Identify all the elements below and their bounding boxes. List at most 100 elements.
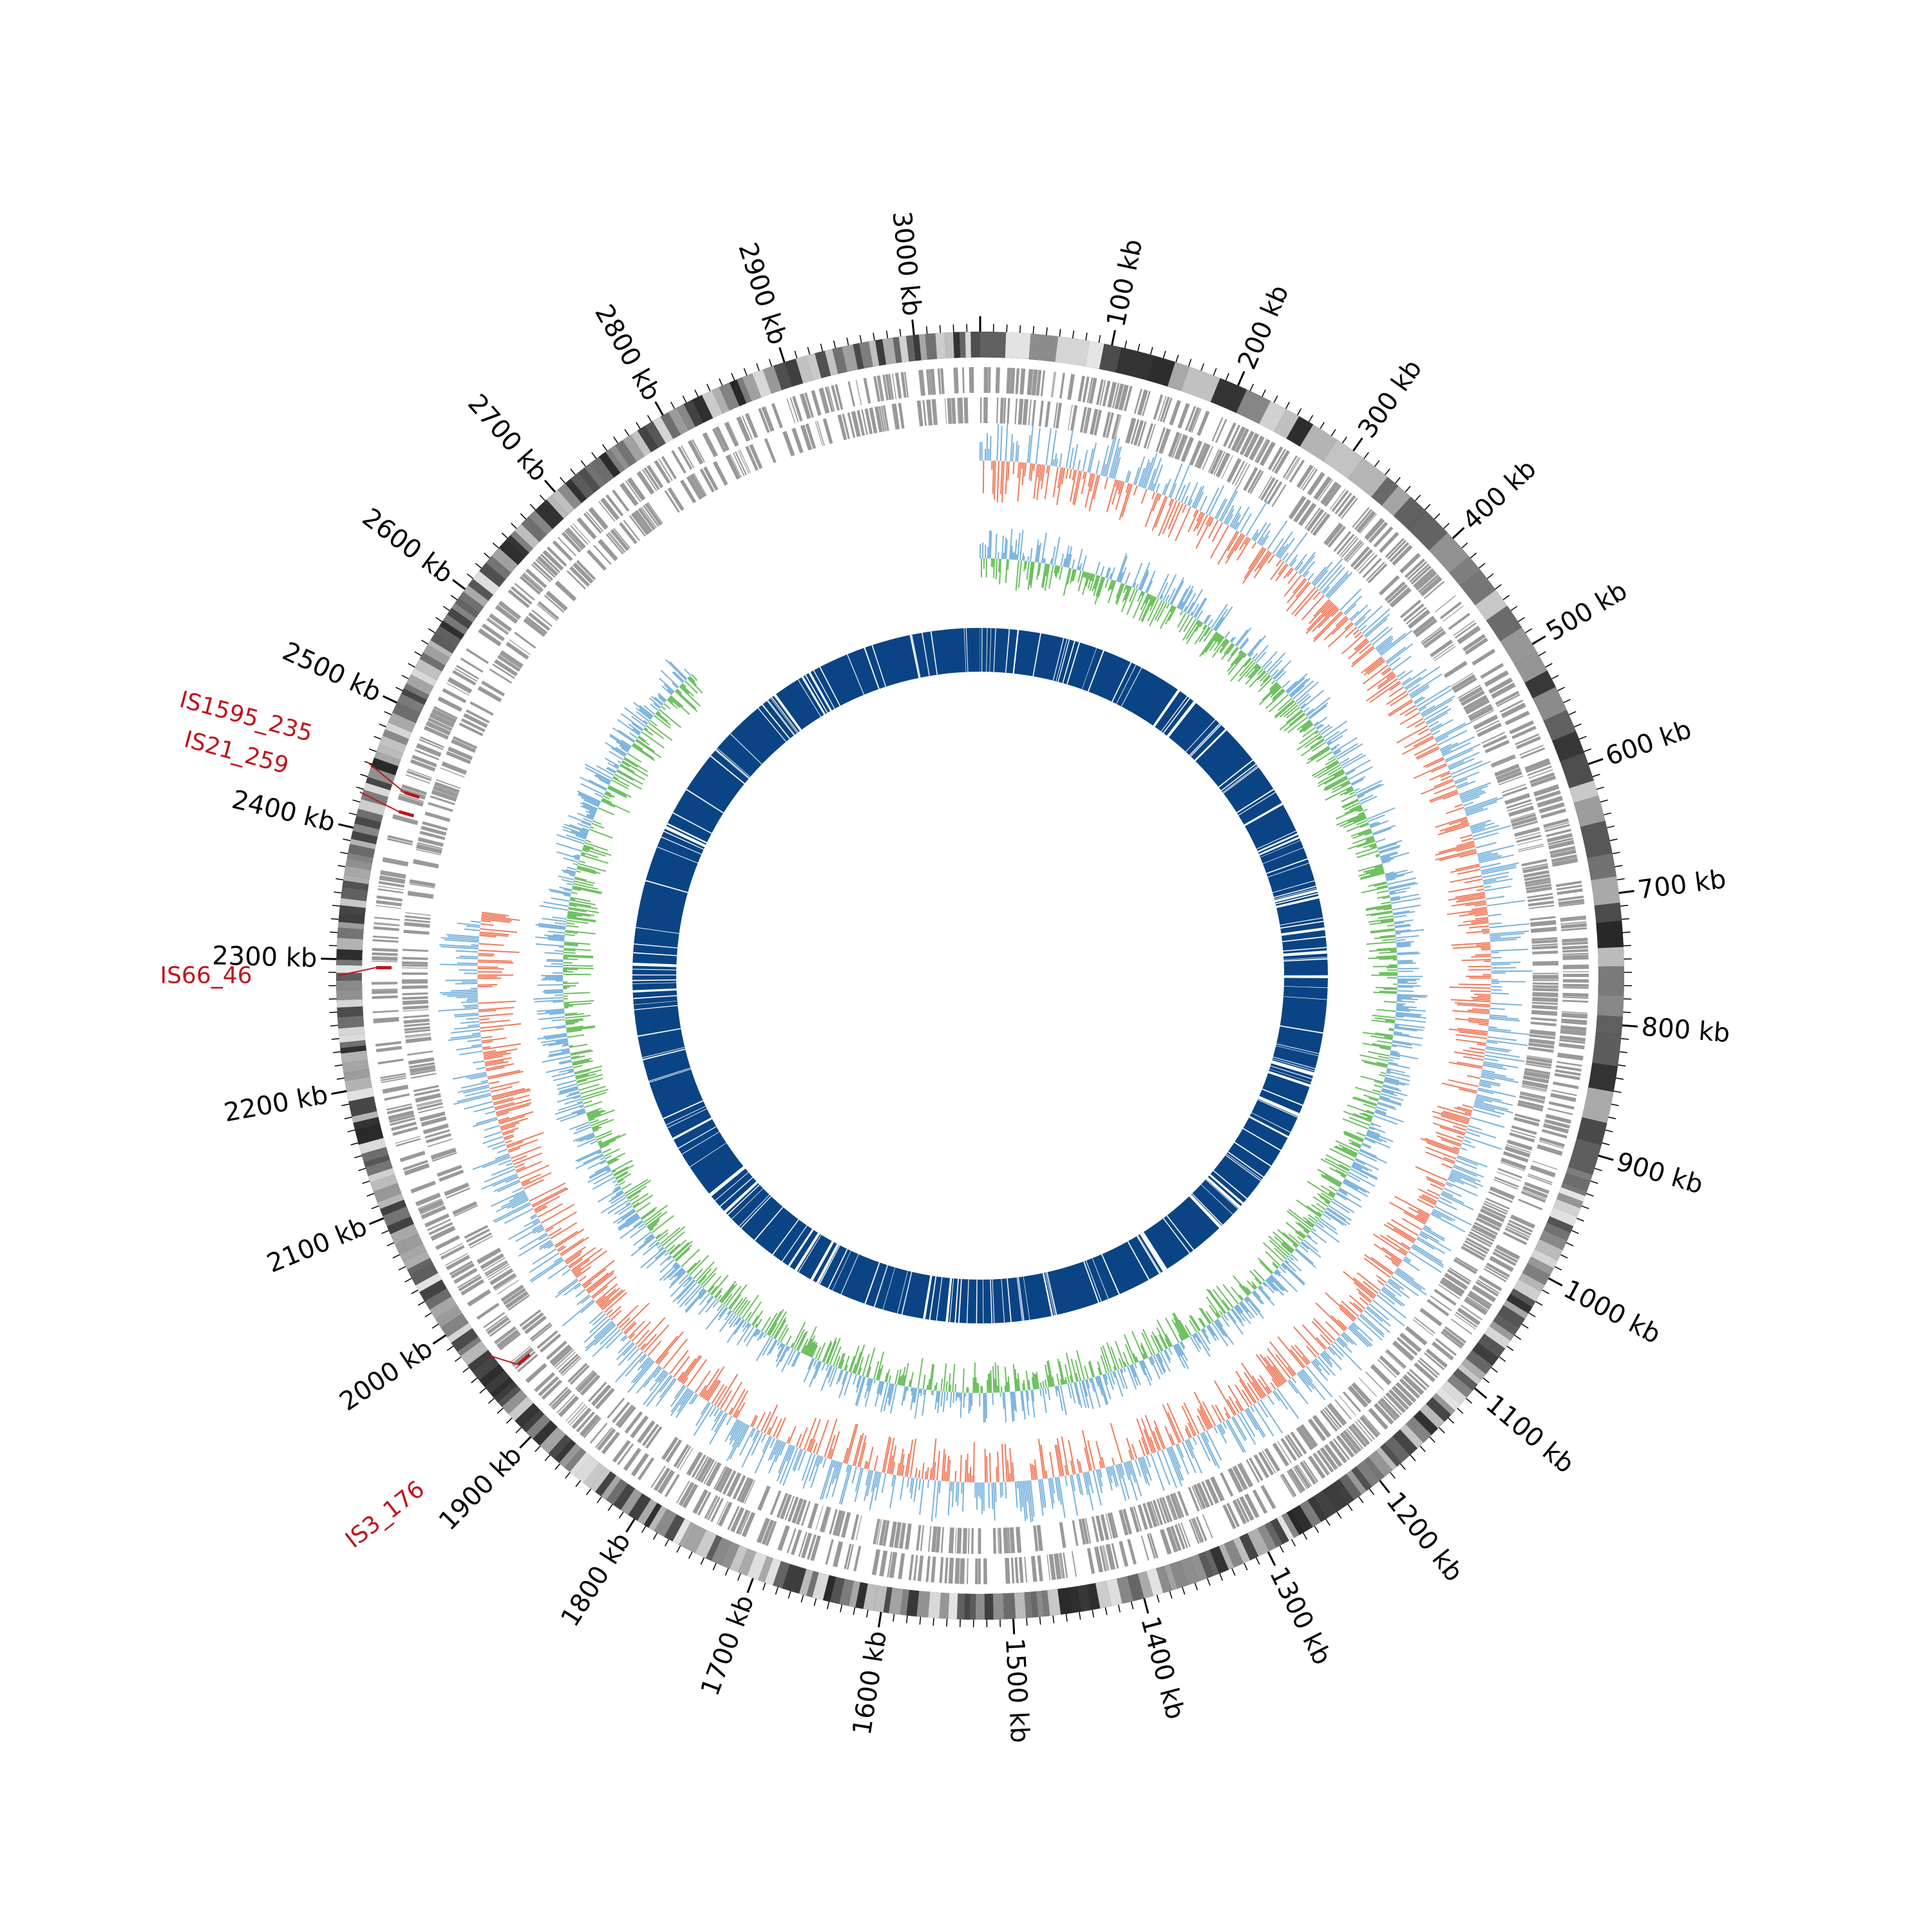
ideogram-band <box>944 332 954 359</box>
gc-content-bar <box>745 1328 758 1347</box>
ideogram-band <box>402 1250 430 1270</box>
gc-content-bar <box>1063 558 1066 567</box>
ideogram-band <box>1148 355 1176 387</box>
gc-skew-bar <box>1385 1255 1400 1266</box>
gc-content-bar <box>1142 1329 1155 1355</box>
gc-skew-bar <box>484 1060 504 1065</box>
ideogram-band <box>782 1564 797 1591</box>
gene-feature <box>1409 564 1430 583</box>
gc-skew-bar <box>1313 569 1329 587</box>
gc-content-bar <box>1311 1227 1316 1232</box>
gc-skew-bar <box>1048 1478 1054 1510</box>
gc-content-bar <box>1377 1103 1397 1110</box>
gc-skew-bar <box>1256 522 1271 544</box>
gene-feature <box>1174 434 1188 460</box>
gc-skew-bar <box>1112 1465 1119 1486</box>
ideogram-band <box>342 880 369 891</box>
gene-feature <box>1509 1132 1535 1142</box>
gc-skew-bar <box>955 1481 958 1502</box>
gene-feature <box>1556 884 1582 891</box>
gene-feature <box>1562 1011 1588 1014</box>
gc-content-bar <box>1390 893 1419 900</box>
gene-feature <box>811 390 822 416</box>
minor-tick <box>334 1064 343 1067</box>
gene-feature <box>1189 440 1203 466</box>
gc-content-bar <box>1303 1239 1319 1253</box>
gc-content-bar <box>1110 1346 1120 1370</box>
gc-content-bar <box>1294 681 1319 703</box>
gc-content-bar <box>1380 919 1394 923</box>
gc-content-bar <box>1308 702 1329 719</box>
gc-content-bar <box>1182 618 1197 641</box>
gene-feature <box>855 1515 862 1541</box>
gene-feature <box>1344 541 1363 562</box>
gene-feature <box>715 426 730 451</box>
gc-content-bar <box>559 1086 578 1093</box>
gc-content-bar <box>1010 1392 1014 1423</box>
ideogram-band <box>377 1193 404 1209</box>
gc-content-bar <box>542 990 564 993</box>
gc-skew-bar <box>455 1014 479 1018</box>
gc-content-bar <box>688 1255 710 1276</box>
gc-content-bar <box>1282 1263 1305 1286</box>
gc-skew-bar <box>1471 827 1485 833</box>
gene-feature <box>499 653 522 669</box>
ideogram-band <box>1475 589 1508 621</box>
gene-feature <box>922 400 927 426</box>
gc-skew-bar <box>1457 1028 1488 1033</box>
gc-content-bar <box>1265 1280 1276 1291</box>
gc-content-bar <box>873 1361 880 1379</box>
gc-skew-bar <box>614 1350 644 1383</box>
gc-content-bar <box>1021 1390 1026 1420</box>
ideogram-band <box>455 598 480 618</box>
gc-content-bar <box>672 1242 690 1258</box>
gc-content-bar <box>1047 1387 1051 1401</box>
ideogram-band <box>399 1243 426 1262</box>
gc-content-bar <box>1198 1307 1211 1325</box>
gc-content-bar <box>840 1359 845 1370</box>
gc-content-bar <box>1368 956 1397 960</box>
gc-content-bar <box>1183 606 1188 612</box>
gc-content-bar <box>607 1200 629 1215</box>
gene-feature <box>1496 1171 1521 1182</box>
gene-feature <box>1550 1093 1577 1103</box>
gc-skew-bar <box>1064 1464 1068 1476</box>
major-tick <box>382 695 397 704</box>
gc-content-bar <box>656 1229 668 1240</box>
gc-content-bar <box>849 1345 860 1373</box>
gene-feature <box>1404 558 1425 578</box>
gc-skew-bar <box>1425 1151 1455 1164</box>
gc-content-bar <box>678 1273 689 1285</box>
gene-feature <box>1520 747 1546 759</box>
gc-skew-bar <box>1150 1454 1165 1492</box>
ideogram-band <box>1489 1321 1515 1341</box>
gc-skew-bar <box>1299 1370 1315 1390</box>
gc-skew-bar <box>1486 1041 1498 1044</box>
gene-feature <box>1506 799 1532 809</box>
gc-skew-bar <box>1445 748 1473 763</box>
gc-content-bar <box>822 1340 832 1363</box>
gc-content-bar <box>1369 822 1381 828</box>
gc-content-bar <box>1376 955 1397 958</box>
gc-skew-bar <box>519 1233 547 1250</box>
gene-feature <box>610 529 629 551</box>
gene-feature <box>1562 973 1589 978</box>
gene-feature <box>739 449 751 473</box>
gc-content-bar <box>1054 565 1057 574</box>
gc-skew-bar <box>1468 965 1492 968</box>
gc-skew-bar <box>1222 1421 1227 1429</box>
gene-feature <box>1545 1113 1572 1124</box>
ideogram-band <box>451 1328 478 1352</box>
gene-feature <box>372 956 398 961</box>
gc-content-bar <box>1296 1199 1321 1218</box>
gc-skew-bar <box>1188 1422 1195 1437</box>
gene-feature <box>996 397 999 424</box>
gc-skew-bar <box>1110 1423 1123 1463</box>
gene-feature <box>1362 1414 1381 1435</box>
gc-skew-bar <box>1354 639 1368 652</box>
ideogram-band <box>1506 1294 1533 1314</box>
ideogram-band <box>430 633 457 654</box>
gene-feature <box>1156 1499 1167 1524</box>
gc-skew-bar <box>468 1024 480 1027</box>
ideogram-band <box>654 1508 677 1537</box>
